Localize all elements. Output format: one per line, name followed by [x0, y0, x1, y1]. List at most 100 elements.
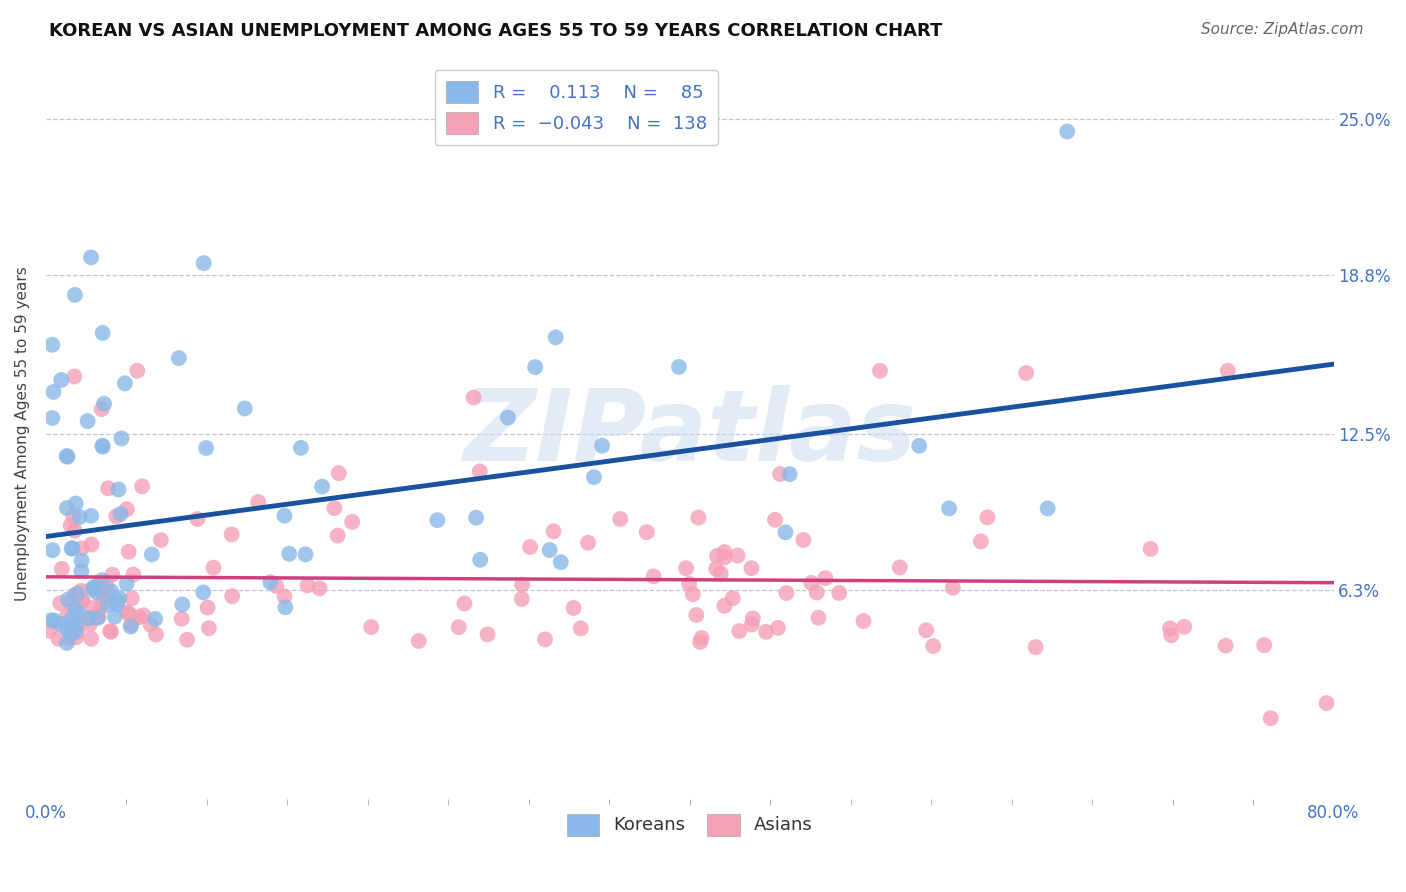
Point	[202, 560, 225, 574]
Point	[1015, 366, 1038, 380]
Point	[869, 364, 891, 378]
Point	[278, 547, 301, 561]
Point	[79, 611, 101, 625]
Point	[221, 527, 243, 541]
Point	[114, 376, 136, 391]
Point	[62, 509, 84, 524]
Point	[80, 251, 103, 265]
Point	[544, 330, 567, 344]
Point	[49, 616, 72, 631]
Point	[56, 592, 79, 607]
Point	[576, 535, 599, 549]
Point	[65, 619, 87, 633]
Point	[93, 397, 115, 411]
Point	[311, 480, 333, 494]
Point	[139, 617, 162, 632]
Point	[56, 636, 79, 650]
Point	[562, 601, 585, 615]
Point	[814, 571, 837, 585]
Point	[806, 585, 828, 599]
Point	[976, 510, 998, 524]
Point	[128, 610, 150, 624]
Point	[60, 612, 83, 626]
Point	[470, 553, 492, 567]
Point	[308, 582, 330, 596]
Point	[143, 612, 166, 626]
Point	[97, 481, 120, 495]
Point	[44, 614, 66, 628]
Point	[685, 607, 707, 622]
Point	[38, 624, 60, 638]
Point	[141, 548, 163, 562]
Point	[91, 573, 114, 587]
Point	[120, 617, 142, 632]
Point	[510, 578, 533, 592]
Point	[193, 585, 215, 599]
Point	[105, 509, 128, 524]
Point	[132, 608, 155, 623]
Point	[197, 600, 219, 615]
Point	[76, 414, 98, 428]
Point	[186, 512, 208, 526]
Point	[115, 606, 138, 620]
Point	[908, 439, 931, 453]
Point	[101, 567, 124, 582]
Point	[48, 632, 70, 646]
Point	[889, 560, 911, 574]
Point	[852, 614, 875, 628]
Point	[70, 541, 93, 556]
Point	[82, 581, 104, 595]
Point	[193, 256, 215, 270]
Point	[98, 624, 121, 639]
Point	[706, 549, 728, 563]
Point	[65, 497, 87, 511]
Point	[643, 569, 665, 583]
Point	[740, 561, 762, 575]
Point	[727, 549, 749, 563]
Point	[543, 524, 565, 539]
Point	[105, 598, 128, 612]
Point	[569, 621, 592, 635]
Point	[755, 624, 778, 639]
Point	[55, 449, 77, 463]
Point	[80, 632, 103, 646]
Point	[800, 575, 823, 590]
Point	[66, 587, 89, 601]
Point	[56, 621, 79, 635]
Point	[145, 627, 167, 641]
Point	[259, 575, 281, 590]
Point	[792, 533, 814, 547]
Point	[675, 561, 697, 575]
Legend: Koreans, Asians: Koreans, Asians	[558, 805, 823, 845]
Point	[273, 508, 295, 523]
Point	[766, 621, 789, 635]
Point	[447, 620, 470, 634]
Point	[105, 594, 128, 608]
Point	[1139, 541, 1161, 556]
Point	[115, 576, 138, 591]
Point	[1216, 364, 1239, 378]
Point	[104, 609, 127, 624]
Point	[56, 501, 79, 516]
Point	[80, 508, 103, 523]
Point	[56, 608, 79, 623]
Point	[70, 553, 93, 567]
Point	[426, 513, 449, 527]
Point	[91, 326, 114, 340]
Y-axis label: Unemployment Among Ages 55 to 59 years: Unemployment Among Ages 55 to 59 years	[15, 267, 30, 601]
Point	[609, 512, 631, 526]
Point	[51, 373, 73, 387]
Point	[519, 540, 541, 554]
Point	[49, 596, 72, 610]
Point	[149, 533, 172, 547]
Point	[807, 611, 830, 625]
Point	[87, 610, 110, 624]
Point	[714, 550, 737, 565]
Point	[131, 479, 153, 493]
Point	[67, 606, 90, 620]
Point	[63, 288, 86, 302]
Point	[970, 534, 993, 549]
Point	[273, 590, 295, 604]
Point	[176, 632, 198, 647]
Point	[1316, 696, 1339, 710]
